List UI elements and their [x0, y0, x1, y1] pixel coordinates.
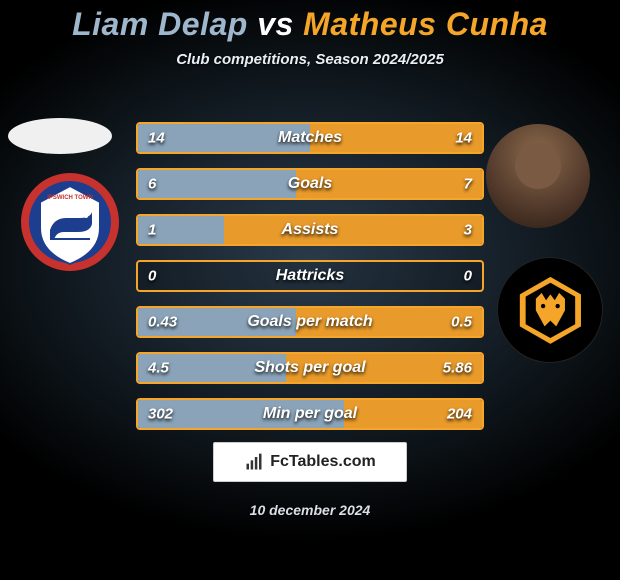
- stat-row: 1414Matches: [136, 122, 484, 154]
- chart-icon: [244, 452, 264, 472]
- stat-row: 13Assists: [136, 214, 484, 246]
- vs-text: vs: [257, 6, 294, 42]
- bar-left: [138, 400, 344, 428]
- bar-left: [138, 216, 224, 244]
- player1-photo: [8, 118, 112, 154]
- bar-left: [138, 170, 296, 198]
- stat-value-left: 0: [148, 268, 156, 285]
- bar-right: [310, 124, 482, 152]
- ipswich-badge-icon: IPSWICH TOWN: [20, 172, 120, 272]
- bar-right: [224, 216, 482, 244]
- bar-left: [138, 124, 310, 152]
- footer-logo: FcTables.com: [213, 442, 407, 482]
- player2-name: Matheus Cunha: [303, 6, 548, 42]
- bar-right: [296, 170, 482, 198]
- stat-row: 67Goals: [136, 168, 484, 200]
- player1-name: Liam Delap: [72, 6, 248, 42]
- club1-badge: IPSWICH TOWN: [20, 172, 120, 272]
- footer-site: FcTables.com: [270, 453, 376, 471]
- stat-value-right: 0: [464, 268, 472, 285]
- bar-right: [344, 400, 482, 428]
- page-title: Liam Delap vs Matheus Cunha: [0, 0, 620, 43]
- subtitle: Club competitions, Season 2024/2025: [0, 51, 620, 68]
- stat-row: 0 0Hattricks: [136, 260, 484, 292]
- svg-text:IPSWICH TOWN: IPSWICH TOWN: [47, 195, 93, 201]
- bar-right: [296, 308, 482, 336]
- bar-left: [138, 354, 286, 382]
- stat-row: 4.55.86Shots per goal: [136, 352, 484, 384]
- comparison-card: Liam Delap vs Matheus Cunha Club competi…: [0, 0, 620, 580]
- footer-date: 10 december 2024: [0, 502, 620, 518]
- wolves-badge-icon: [514, 274, 587, 347]
- stat-label: Hattricks: [138, 267, 482, 285]
- club2-badge: [498, 258, 602, 362]
- bar-left: [138, 308, 296, 336]
- player2-photo: [486, 124, 590, 228]
- stats-table: 1414Matches 67Goals 13Assists 0 0Hattricks 0.…: [136, 122, 484, 444]
- stat-row: 0.430.5Goals per match: [136, 306, 484, 338]
- bar-right: [286, 354, 482, 382]
- stat-row: 302204Min per goal: [136, 398, 484, 430]
